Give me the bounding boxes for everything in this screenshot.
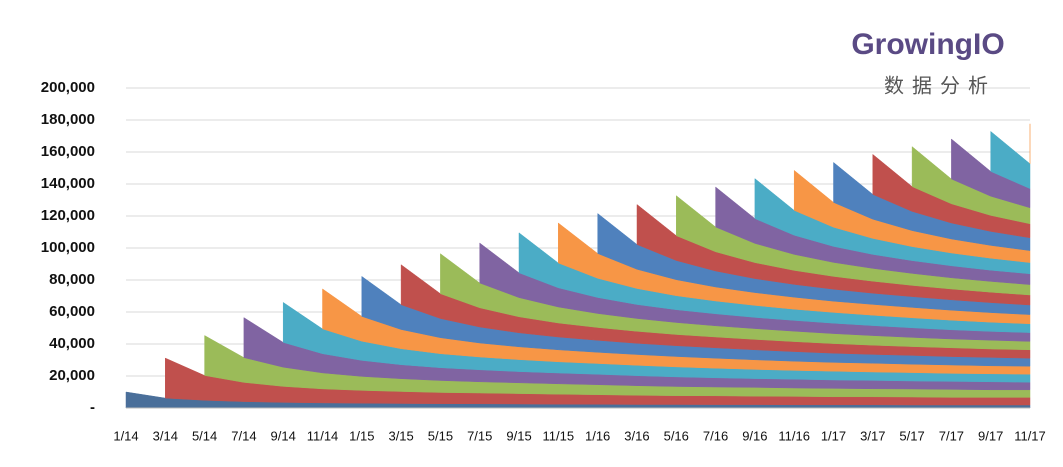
x-tick-label: 7/14 <box>231 428 256 443</box>
x-tick-label: 11/14 <box>307 428 339 443</box>
y-tick-label: 120,000 <box>41 207 95 224</box>
y-tick-label: 180,000 <box>41 111 95 128</box>
y-tick-label: 20,000 <box>49 367 95 384</box>
x-tick-label: 3/14 <box>153 428 178 443</box>
x-tick-label: 7/17 <box>939 428 964 443</box>
x-tick-label: 9/14 <box>271 428 296 443</box>
x-tick-label: 7/16 <box>703 428 728 443</box>
y-tick-label: 100,000 <box>41 239 95 256</box>
x-tick-label: 5/15 <box>428 428 453 443</box>
x-tick-label: 1/15 <box>349 428 374 443</box>
x-tick-label: 5/17 <box>899 428 924 443</box>
area <box>990 130 1031 189</box>
x-tick-label: 7/15 <box>467 428 492 443</box>
x-tick-label: 11/17 <box>1014 428 1046 443</box>
x-tick-label: 1/16 <box>585 428 610 443</box>
y-tick-label: - <box>90 399 95 416</box>
x-tick-label: 1/14 <box>113 428 138 443</box>
logo-tagline: 数据分析 <box>884 74 996 97</box>
x-tick-label: 3/16 <box>624 428 649 443</box>
x-tick-label: 11/15 <box>543 428 575 443</box>
x-tick-label: 9/16 <box>742 428 767 443</box>
y-tick-label: 140,000 <box>41 175 95 192</box>
y-tick-label: 60,000 <box>49 303 95 320</box>
x-tick-label: 9/17 <box>978 428 1003 443</box>
x-tick-label: 3/15 <box>388 428 413 443</box>
x-tick-label: 5/16 <box>664 428 689 443</box>
y-tick-label: 40,000 <box>49 335 95 352</box>
x-tick-label: 3/17 <box>860 428 885 443</box>
logo-name: GrowingIO <box>851 28 1004 61</box>
plot: - 20,000 40,000 60,000 80,000 100,000 120,000 1… <box>41 79 1046 443</box>
y-tick-label: 200,000 <box>41 79 95 96</box>
x-tick-label: 11/16 <box>778 428 810 443</box>
y-tick-label: 160,000 <box>41 143 95 160</box>
x-tick-label: 9/15 <box>506 428 531 443</box>
x-tick-label: 1/17 <box>821 428 846 443</box>
y-tick-label: 80,000 <box>49 271 95 288</box>
x-tick-label: 5/14 <box>192 428 217 443</box>
